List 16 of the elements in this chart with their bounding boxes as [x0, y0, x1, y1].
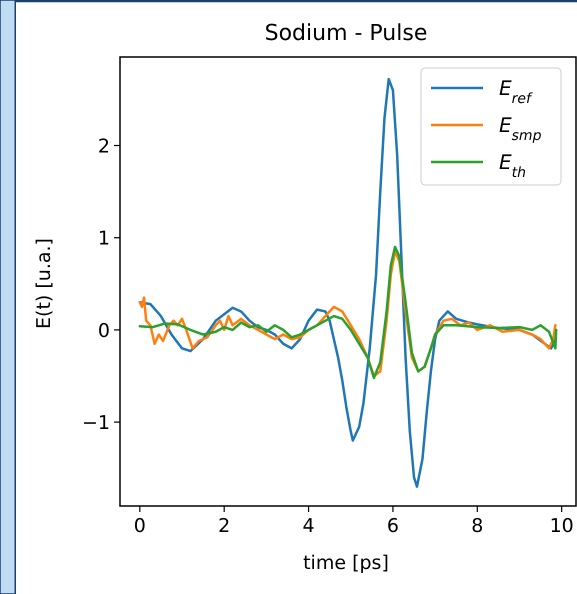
- x-tick-label: 2: [218, 515, 230, 537]
- legend-label: E$_{smp}$: [499, 113, 542, 144]
- x-tick-label: 6: [386, 515, 399, 537]
- y-tick-label: 2: [98, 136, 110, 158]
- x-tick-label: 4: [302, 515, 315, 537]
- x-tick-label: 10: [550, 515, 574, 537]
- y-tick-label: 1: [98, 228, 110, 250]
- legend-label: E$_{th}$: [499, 150, 526, 181]
- x-tick-label: 0: [134, 515, 146, 537]
- chart-title: Sodium - Pulse: [264, 21, 428, 46]
- x-axis-title: time [ps]: [303, 552, 389, 574]
- legend-label: E$_{ref}$: [499, 76, 534, 107]
- y-axis-title: E(t) [u.a.]: [33, 238, 55, 329]
- x-tick-label: 8: [471, 515, 484, 537]
- y-tick-label: 0: [98, 320, 110, 342]
- y-tick-label: −1: [82, 412, 110, 434]
